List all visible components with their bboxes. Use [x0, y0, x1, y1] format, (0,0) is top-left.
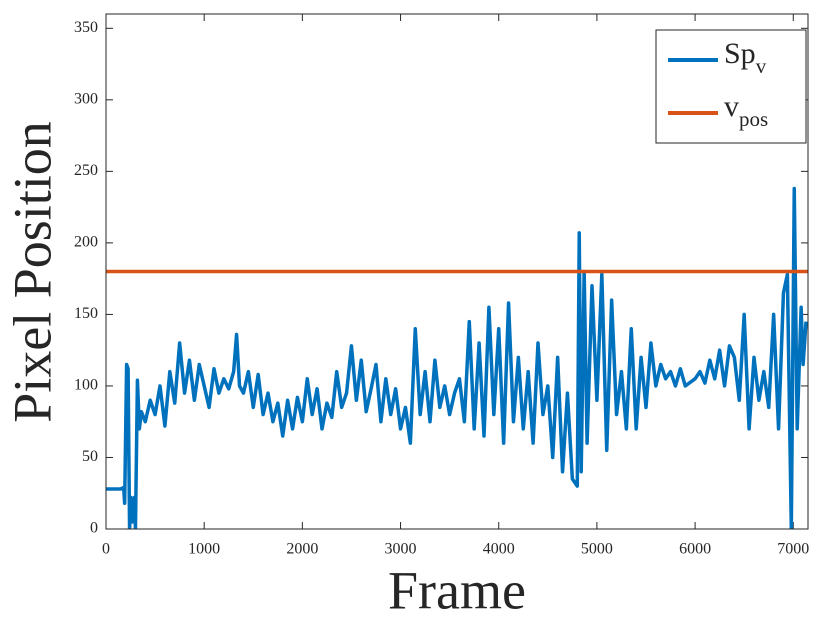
legend-label: vpos [724, 90, 768, 131]
x-tick-label: 2000 [286, 541, 318, 558]
y-tick-label: 200 [74, 234, 98, 251]
x-tick-label: 6000 [679, 541, 711, 558]
y-tick-label: 250 [74, 162, 98, 179]
x-tick-label: 7000 [777, 541, 809, 558]
y-tick-label: 50 [82, 448, 98, 465]
x-axis-label: Frame [388, 560, 526, 620]
x-tick-label: 4000 [483, 541, 515, 558]
x-tick-label: 3000 [385, 541, 417, 558]
y-tick-label: 100 [74, 377, 98, 394]
y-tick-label: 350 [74, 19, 98, 36]
x-tick-label: 0 [102, 541, 110, 558]
y-tick-label: 150 [74, 305, 98, 322]
y-tick-label: 300 [74, 91, 98, 108]
x-tick-label: 1000 [188, 541, 220, 558]
data-line [106, 186, 808, 529]
y-axis-label: Pixel Position [2, 121, 62, 423]
legend-label: Spv [724, 37, 767, 78]
axes-box [105, 13, 809, 530]
x-tick-label: 5000 [581, 541, 613, 558]
y-tick-label: 0 [90, 520, 98, 537]
legend-box [655, 29, 807, 144]
